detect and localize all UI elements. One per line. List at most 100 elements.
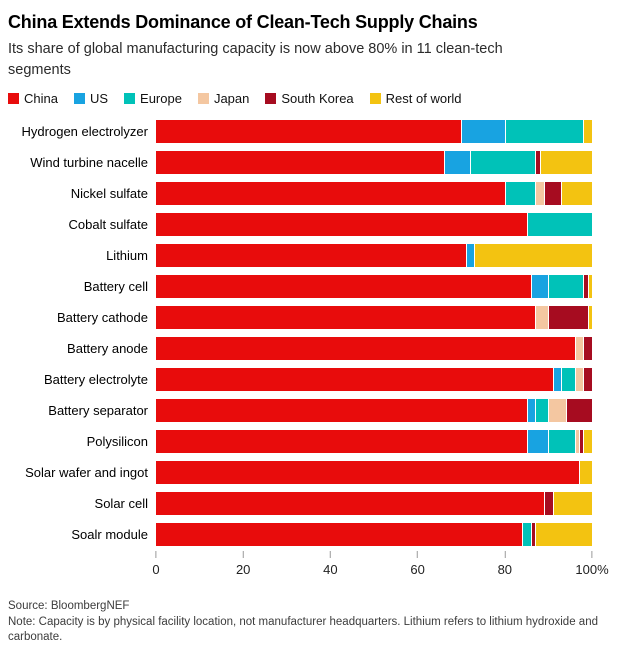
bar-segment-japan [574,430,579,454]
tick-label: 20 [235,562,251,578]
tick-mark [417,551,419,559]
bar-segment-rest-of-world [539,151,592,175]
tick-mark [591,551,593,559]
bar-segment-china [156,151,444,175]
chart-title: China Extends Dominance of Clean-Tech Su… [8,12,478,32]
bar-segment-rest-of-world [552,492,592,516]
legend-label: South Korea [281,91,354,107]
bar-segment-china [156,368,553,392]
tick-mark [242,551,244,559]
bar-segment-europe [526,213,592,237]
bar-row: Solar cell [8,488,609,519]
x-axis-tick: 0 [152,551,160,578]
bar-track [156,399,592,423]
bar-segment-china [156,461,579,485]
category-label: Battery separator [48,403,148,419]
bar-segment-south-korea [583,337,592,361]
bar-segment-rest-of-world [583,430,592,454]
axis-spacer [8,551,156,585]
legend-item: China [8,91,58,106]
bar-segment-rest-of-world [587,275,592,299]
legend-item: Rest of world [369,91,462,107]
legend-label: Europe [140,91,182,107]
bar-track [156,244,592,268]
bar-row: Battery cell [8,271,609,302]
bar-segment-us [530,275,549,299]
legend-swatch-icon [197,93,209,105]
bar-track [156,368,592,392]
chart-footer: Source: BloombergNEF Note: Capacity is b… [8,599,608,646]
legend-swatch-icon [73,93,85,105]
bar-segment-china [156,120,462,144]
category-label: Lithium [106,248,148,264]
legend-label: Rest of world [385,91,462,107]
bar-row: Soalr module [8,519,609,550]
legend-item: Japan [197,91,250,107]
category-label: Solar wafer and ingot [25,465,148,481]
bar-segment-china [156,399,527,423]
bar-segment-china [156,213,527,237]
bar-track [156,120,592,144]
bar-segment-south-korea [583,368,592,392]
bar-track [156,182,592,206]
bar-segment-south-korea [535,151,540,175]
bar-segment-south-korea [548,306,588,330]
bar-row: Polysilicon [8,426,609,457]
category-label: Battery cell [83,279,148,295]
bar-row: Wind turbine nacelle [8,147,609,178]
bar-row: Hydrogen electrolyzer [8,116,609,147]
bar-segment-rest-of-world [583,120,592,144]
bar-segment-rest-of-world [535,523,592,547]
legend-label: China [24,91,58,107]
bar-segment-south-korea [578,430,584,454]
bar-segment-europe [522,523,531,547]
bar-track [156,461,592,485]
category-label: Battery cathode [56,310,148,326]
chart-subtitle: Its share of global manufacturing capaci… [8,41,503,79]
bar-segment-china [156,275,531,299]
bar-segment-rest-of-world [561,182,592,206]
bar-segment-us [526,430,549,454]
bar-segment-rest-of-world [578,461,592,485]
bar-track [156,523,592,547]
legend-item: Europe [124,91,182,106]
x-axis-tick: 80 [498,551,512,577]
bar-row: Battery electrolyte [8,364,609,395]
bar-segment-us [465,244,475,268]
bar-track [156,337,592,361]
category-label: Nickel sulfate [70,186,148,202]
bar-rows: Hydrogen electrolyzer Wind turbine nacell… [8,116,609,550]
bar-row: Lithium [8,240,609,271]
category-label: Solar cell [94,496,148,512]
bar-segment-japan [574,337,584,361]
bar-segment-south-korea [583,275,588,299]
bar-segment-rest-of-world [474,244,592,268]
bar-segment-south-korea [565,399,592,423]
bar-row: Cobalt sulfate [8,209,609,240]
legend-item: South Korea [265,91,354,107]
bar-segment-china [156,523,523,547]
bar-track [156,275,592,299]
bar-segment-japan [535,182,545,206]
bar-track [156,306,592,330]
bar-segment-rest-of-world [587,306,592,330]
legend-swatch-icon [124,93,136,105]
bar-segment-japan [574,368,584,392]
bar-segment-us [461,120,505,144]
tick-label: 0 [152,562,160,578]
bar-track [156,213,592,237]
x-axis-tick: 20 [236,551,250,577]
tick-mark [329,551,331,559]
bar-track [156,492,592,516]
bar-segment-europe [504,182,536,206]
bar-track [156,151,592,175]
legend-label: Japan [213,91,250,107]
legend-label: US [89,91,109,107]
bar-segment-japan [535,306,549,330]
legend-swatch-icon [265,93,277,105]
bar-row: Solar wafer and ingot [8,457,609,488]
x-axis-tick: 40 [323,551,338,577]
bar-segment-china [156,306,536,330]
bar-segment-china [156,244,466,268]
x-axis-track: 0 20 40 60 80 100% [152,551,609,585]
